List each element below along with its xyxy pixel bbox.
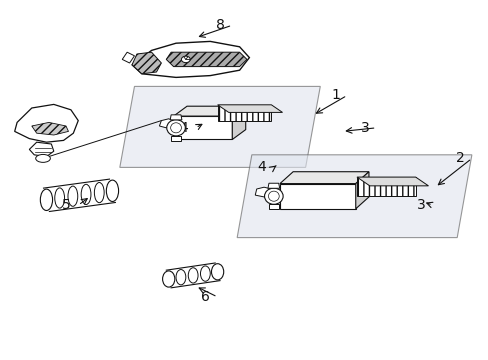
Ellipse shape — [166, 120, 185, 136]
Text: 3: 3 — [360, 121, 368, 135]
Text: 4: 4 — [257, 161, 266, 174]
Ellipse shape — [162, 271, 175, 287]
Ellipse shape — [36, 154, 50, 162]
Polygon shape — [279, 172, 368, 184]
Polygon shape — [237, 155, 471, 238]
Text: 1: 1 — [330, 89, 339, 102]
Polygon shape — [166, 52, 246, 67]
Text: 5: 5 — [62, 198, 71, 212]
Polygon shape — [255, 187, 271, 197]
Text: 3: 3 — [416, 198, 425, 212]
Polygon shape — [232, 106, 245, 139]
Ellipse shape — [181, 56, 190, 63]
Polygon shape — [355, 172, 368, 209]
Polygon shape — [122, 52, 134, 63]
Polygon shape — [279, 184, 355, 209]
Polygon shape — [29, 142, 54, 157]
Polygon shape — [120, 86, 320, 167]
Text: 6: 6 — [201, 290, 210, 304]
Text: 8: 8 — [216, 18, 224, 32]
Text: 7: 7 — [25, 125, 34, 138]
Polygon shape — [217, 105, 271, 121]
Polygon shape — [15, 104, 78, 142]
Ellipse shape — [264, 188, 283, 204]
Polygon shape — [170, 115, 182, 120]
Polygon shape — [166, 263, 220, 288]
Polygon shape — [268, 204, 278, 209]
Polygon shape — [43, 179, 115, 211]
Text: 4: 4 — [179, 121, 188, 135]
Polygon shape — [173, 116, 232, 139]
Polygon shape — [132, 52, 161, 74]
Polygon shape — [356, 177, 415, 196]
Polygon shape — [217, 105, 282, 112]
Polygon shape — [267, 183, 279, 188]
Polygon shape — [176, 124, 183, 130]
Polygon shape — [132, 41, 249, 77]
Ellipse shape — [106, 180, 119, 202]
Polygon shape — [32, 122, 68, 135]
Ellipse shape — [40, 189, 53, 211]
Text: 2: 2 — [455, 152, 464, 165]
Ellipse shape — [211, 264, 224, 280]
Polygon shape — [173, 106, 245, 116]
Polygon shape — [159, 119, 173, 128]
Polygon shape — [171, 136, 181, 141]
Polygon shape — [356, 177, 427, 186]
